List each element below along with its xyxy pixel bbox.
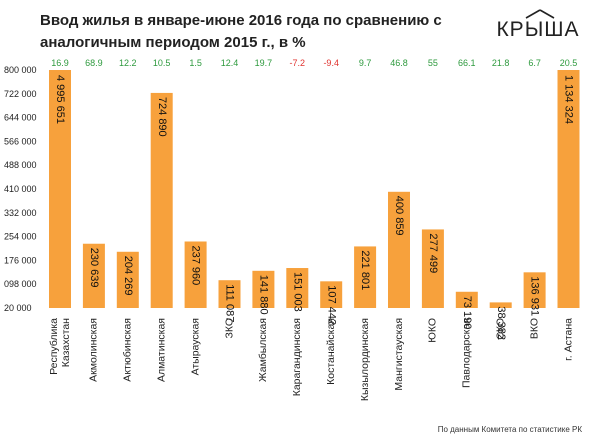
value-label: 136 931 [529, 276, 541, 316]
change-label: 6.7 [528, 58, 541, 68]
y-tick-label: 800 000 [4, 65, 37, 75]
bar [82, 243, 105, 308]
value-label: 237 960 [190, 245, 202, 285]
category-label: Атырауская [189, 318, 201, 375]
y-tick-label: 644 000 [4, 113, 37, 123]
category-label: ВКО [528, 318, 540, 339]
category-label: ЮКО [427, 318, 439, 343]
value-label: 230 639 [88, 248, 100, 288]
category-label: Павлодарская [461, 318, 473, 388]
value-label: 4 995 651 [54, 75, 66, 124]
bar [184, 241, 207, 308]
value-label: 141 880 [257, 275, 269, 315]
source-note: По данным Комитета по статистике РК [437, 425, 582, 434]
y-tick-label: 722 000 [4, 89, 37, 99]
bar [252, 270, 275, 308]
category-label: Актюбинская [122, 318, 134, 382]
bar [49, 70, 71, 308]
value-label: 277 499 [427, 233, 439, 273]
bar [218, 280, 241, 308]
bar [557, 70, 580, 308]
bar [455, 291, 478, 308]
change-label: 68.9 [85, 58, 103, 68]
value-label: 724 890 [156, 97, 168, 137]
roof-icon [525, 9, 555, 19]
change-label: 1.5 [189, 58, 202, 68]
bar [286, 268, 309, 308]
category-label: Казахстан [60, 318, 72, 367]
y-tick-label: 254 000 [4, 232, 37, 242]
category-label: СКО [494, 318, 506, 340]
change-label: 46.8 [390, 58, 408, 68]
bar [489, 302, 512, 308]
category-label: Карагандинская [291, 318, 303, 396]
category-label: Кызылординская [359, 318, 371, 401]
category-label: Республика [48, 318, 60, 375]
bar [150, 92, 173, 308]
value-label: 111 087 [224, 284, 236, 322]
logo-text: КРЫША [496, 18, 579, 41]
change-label: 55 [428, 58, 438, 68]
change-label: 21.8 [492, 58, 510, 68]
bar [320, 281, 343, 308]
y-tick-label: 566 000 [4, 136, 37, 146]
y-tick-label: 098 000 [4, 279, 37, 289]
y-tick-label: 488 000 [4, 160, 37, 170]
change-label: 16.9 [51, 58, 69, 68]
change-label: 20.5 [560, 58, 578, 68]
change-label: 66.1 [458, 58, 476, 68]
change-label: -9.4 [323, 58, 339, 68]
change-label: 12.4 [221, 58, 239, 68]
value-label: 400 859 [393, 196, 405, 236]
y-tick-label: 332 000 [4, 208, 37, 218]
category-label: Костанайская [325, 318, 337, 385]
y-tick-label: 176 000 [4, 255, 37, 265]
category-label: ЗКО [223, 318, 235, 339]
value-label: 151 003 [291, 272, 303, 312]
value-label: 204 269 [122, 256, 134, 296]
value-label: 38 382 [495, 306, 507, 340]
y-tick-label: 410 000 [4, 184, 37, 194]
change-label: -7.2 [290, 58, 306, 68]
category-label: г. Астана [562, 318, 574, 361]
change-label: 9.7 [359, 58, 372, 68]
bar [116, 251, 139, 308]
bar [388, 191, 410, 308]
value-label: 107 442 [325, 285, 337, 325]
category-label: Алматинская [155, 318, 167, 382]
krysha-logo: КРЫША [496, 9, 579, 41]
value-label: 1 134 324 [563, 75, 575, 124]
change-label: 19.7 [255, 58, 273, 68]
change-label: 10.5 [153, 58, 171, 68]
value-label: 73 190 [461, 296, 473, 330]
category-label: Акмолинская [88, 318, 100, 382]
y-tick-label: 20 000 [4, 303, 32, 313]
value-label: 221 801 [359, 250, 371, 290]
category-label: Мангистауская [393, 318, 405, 391]
bar [523, 272, 546, 308]
chart-title: Ввод жилья в январе-июне 2016 года по ср… [40, 12, 442, 51]
bar [354, 246, 377, 308]
category-label: Жамбылская [257, 318, 269, 382]
change-label: 12.2 [119, 58, 137, 68]
bar [421, 229, 444, 308]
